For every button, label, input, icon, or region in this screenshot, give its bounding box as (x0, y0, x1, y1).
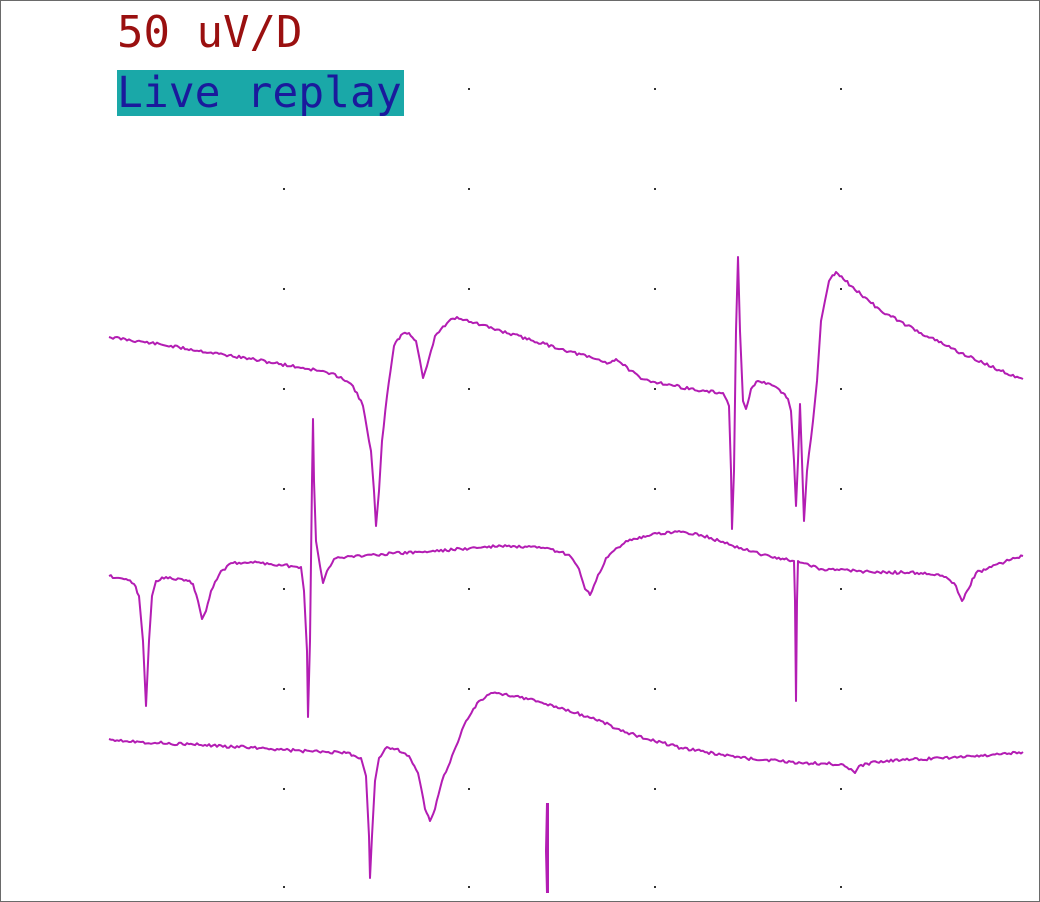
grid-dot (654, 886, 656, 888)
grid-dot (468, 886, 470, 888)
grid-dot (840, 388, 842, 390)
grid-dot (283, 288, 285, 290)
grid-dot (468, 388, 470, 390)
grid-dot (283, 188, 285, 190)
grid-dot (654, 688, 656, 690)
grid-dot (468, 288, 470, 290)
amplitude-scale-label: 50 uV/D (117, 7, 303, 58)
grid-dot (840, 588, 842, 590)
grid-dot (283, 688, 285, 690)
grid-dot (840, 886, 842, 888)
grid-dot (468, 488, 470, 490)
grid-dot (654, 488, 656, 490)
live-replay-badge[interactable]: Live replay (117, 68, 404, 118)
grid-dot (468, 788, 470, 790)
grid-dot (654, 788, 656, 790)
grid-dot (283, 788, 285, 790)
grid-dot (840, 488, 842, 490)
grid-dot (840, 288, 842, 290)
grid-dot (283, 588, 285, 590)
trace-channel-1 (108, 256, 1024, 530)
grid-dot (840, 788, 842, 790)
trace-channel-2 (108, 418, 1024, 718)
traces (108, 256, 1024, 894)
grid-dot (468, 688, 470, 690)
grid-dot (840, 188, 842, 190)
trace-channel-3 (108, 691, 1024, 894)
grid-dot (654, 88, 656, 90)
grid-dot (654, 388, 656, 390)
grid-dot (654, 588, 656, 590)
grid-dot (468, 88, 470, 90)
grid-dot (468, 188, 470, 190)
grid-dots (283, 88, 842, 888)
grid-dot (283, 488, 285, 490)
grid-dot (840, 88, 842, 90)
grid-dot (840, 688, 842, 690)
grid-dot (283, 388, 285, 390)
grid-dot (283, 886, 285, 888)
grid-dot (654, 188, 656, 190)
grid-dot (468, 588, 470, 590)
grid-dot (654, 288, 656, 290)
